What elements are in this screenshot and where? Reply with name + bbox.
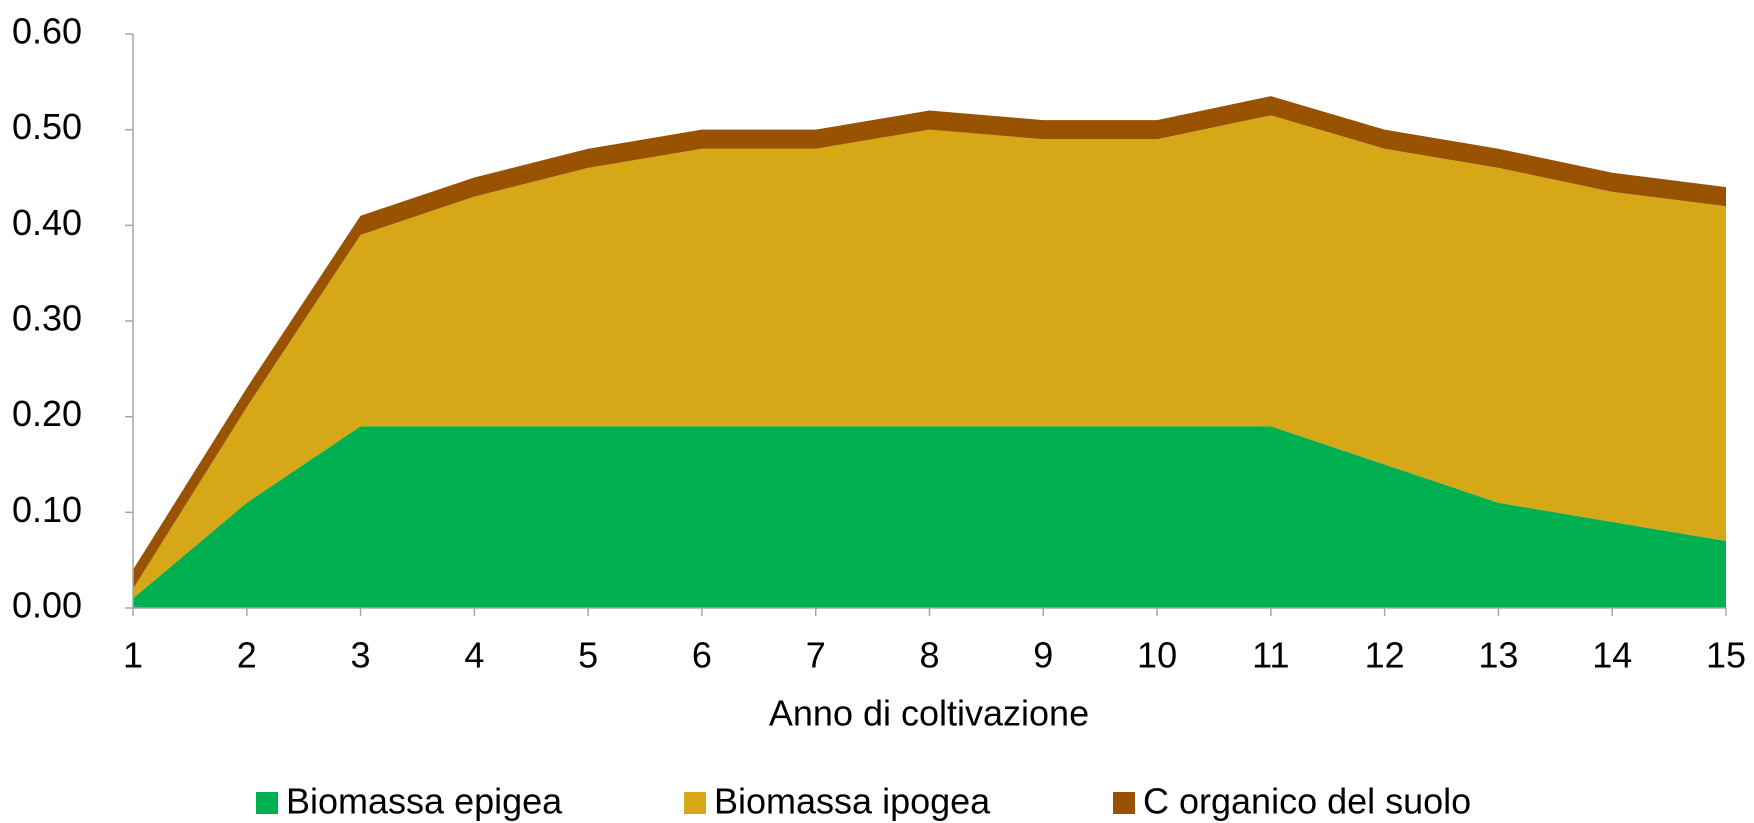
x-tick-label: 10: [1137, 635, 1177, 676]
y-tick-label: 0.40: [12, 202, 82, 243]
x-tick-label: 3: [351, 635, 371, 676]
x-tick-label: 7: [806, 635, 826, 676]
x-tick-label: 14: [1592, 635, 1632, 676]
area: [133, 426, 1726, 608]
x-tick-label: 8: [919, 635, 939, 676]
x-tick-label: 2: [237, 635, 257, 676]
y-tick-label: 0.20: [12, 393, 82, 434]
x-tick-label: 6: [692, 635, 712, 676]
area: [133, 115, 1726, 599]
y-tick-label: 0.60: [12, 11, 82, 52]
y-tick-label: 0.10: [12, 489, 82, 530]
y-tick-label: 0.00: [12, 585, 82, 626]
x-tick-label: 15: [1706, 635, 1746, 676]
x-tick-label: 1: [123, 635, 143, 676]
x-tick-label: 4: [464, 635, 484, 676]
y-tick-label: 0.30: [12, 298, 82, 339]
legend-label: Biomassa ipogea: [714, 781, 991, 822]
x-tick-label: 13: [1478, 635, 1518, 676]
x-tick-label: 5: [578, 635, 598, 676]
y-tick-label: 0.50: [12, 106, 82, 147]
legend-label: Biomassa epigea: [286, 781, 563, 822]
legend-swatch: [1113, 792, 1135, 814]
x-tick-label: 9: [1033, 635, 1053, 676]
x-tick-label: 12: [1365, 635, 1405, 676]
x-tick-label: 11: [1252, 635, 1289, 676]
legend-swatch: [256, 792, 278, 814]
legend-swatch: [684, 792, 706, 814]
x-axis-title: Anno di coltivazione: [769, 693, 1089, 734]
legend-label: C organico del suolo: [1143, 781, 1471, 822]
